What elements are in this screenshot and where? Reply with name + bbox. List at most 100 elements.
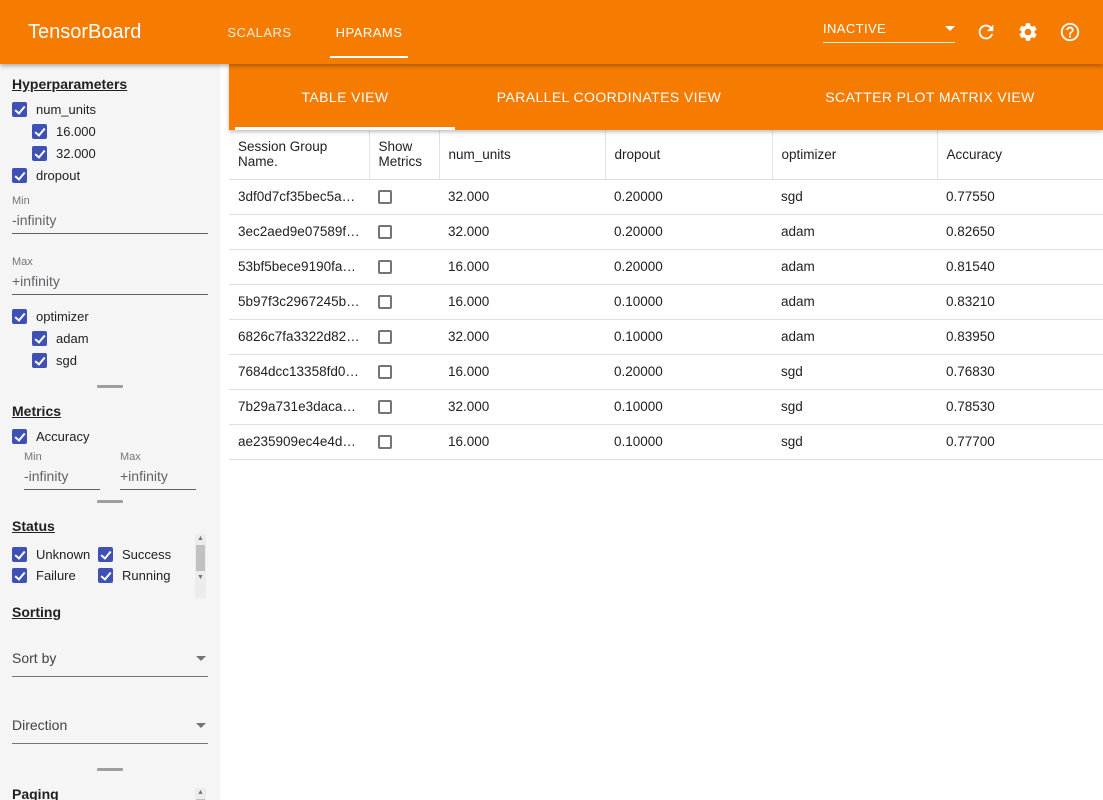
caret-down-icon bbox=[945, 26, 955, 31]
section-resize-handle[interactable] bbox=[0, 764, 220, 774]
checkbox-checked-icon[interactable] bbox=[12, 102, 27, 117]
hparam-num-units[interactable]: num_units bbox=[12, 102, 208, 117]
scroll-up-icon[interactable]: ▲ bbox=[197, 534, 204, 543]
checkbox-checked-icon[interactable] bbox=[12, 568, 27, 583]
hparam-num-units-option-32[interactable]: 32.000 bbox=[32, 146, 208, 161]
sort-by-select[interactable]: Sort by bbox=[12, 646, 208, 677]
dropout-max-label: Max bbox=[12, 256, 208, 268]
show-metrics-cell bbox=[369, 319, 439, 354]
col-header-session-group-name[interactable]: Session Group Name. bbox=[229, 130, 369, 179]
show-metrics-cell bbox=[369, 214, 439, 249]
show-metrics-checkbox[interactable] bbox=[378, 190, 392, 204]
hparam-num-units-option-16[interactable]: 16.000 bbox=[32, 124, 208, 139]
metric-max-input[interactable]: +infinity bbox=[120, 463, 196, 490]
checkbox-checked-icon[interactable] bbox=[32, 124, 47, 139]
col-header-show-metrics[interactable]: Show Metrics bbox=[369, 130, 439, 179]
status-success[interactable]: Success bbox=[98, 547, 184, 562]
checkbox-checked-icon[interactable] bbox=[12, 309, 27, 324]
num-units-cell: 16.000 bbox=[439, 249, 605, 284]
dropout-cell: 0.20000 bbox=[605, 179, 772, 214]
section-resize-handle[interactable] bbox=[0, 381, 220, 391]
status-unknown[interactable]: Unknown bbox=[12, 547, 98, 562]
show-metrics-checkbox[interactable] bbox=[378, 330, 392, 344]
checkbox-checked-icon[interactable] bbox=[32, 331, 47, 346]
hparam-optimizer-option-adam[interactable]: adam bbox=[32, 331, 208, 346]
session-group-name-cell: ae235909ec4e4d… bbox=[229, 424, 369, 459]
app-title: TensorBoard bbox=[28, 21, 141, 44]
hparam-dropout[interactable]: dropout bbox=[12, 168, 208, 183]
checkbox-checked-icon[interactable] bbox=[98, 547, 113, 562]
show-metrics-cell bbox=[369, 284, 439, 319]
show-metrics-checkbox[interactable] bbox=[378, 400, 392, 414]
num-units-cell: 32.000 bbox=[439, 214, 605, 249]
hparam-optimizer-option-sgd[interactable]: sgd bbox=[32, 353, 208, 368]
checkbox-checked-icon[interactable] bbox=[32, 353, 47, 368]
show-metrics-checkbox[interactable] bbox=[378, 365, 392, 379]
scrollbar-thumb[interactable] bbox=[196, 545, 205, 571]
table-row: 6826c7fa3322d82… 32.000 0.10000 adam 0.8… bbox=[229, 319, 1103, 354]
num-units-cell: 32.000 bbox=[439, 179, 605, 214]
hparam-optimizer[interactable]: optimizer bbox=[12, 309, 208, 324]
show-metrics-checkbox[interactable] bbox=[378, 435, 392, 449]
checkbox-checked-icon[interactable] bbox=[12, 168, 27, 183]
show-metrics-cell bbox=[369, 179, 439, 214]
optimizer-cell: sgd bbox=[772, 354, 937, 389]
reload-status-select[interactable]: INACTIVE bbox=[823, 21, 955, 43]
tab-hparams[interactable]: HPARAMS bbox=[314, 0, 425, 64]
session-group-name-cell: 7684dcc13358fd0… bbox=[229, 354, 369, 389]
col-header-accuracy[interactable]: Accuracy bbox=[937, 130, 1103, 179]
show-metrics-checkbox[interactable] bbox=[378, 260, 392, 274]
tab-scalars[interactable]: SCALARS bbox=[205, 0, 313, 64]
tab-table-view[interactable]: TABLE VIEW bbox=[229, 64, 461, 130]
scroll-down-icon[interactable]: ▼ bbox=[197, 573, 204, 582]
status-options: Unknown Success Failure Running bbox=[12, 544, 184, 586]
status-scrollbar[interactable]: ▲ ▼ bbox=[195, 534, 206, 598]
hyperparameters-section: Hyperparameters num_units 16.000 32.000 … bbox=[0, 64, 220, 381]
session-group-name-cell: 3ec2aed9e07589f… bbox=[229, 214, 369, 249]
status-running[interactable]: Running bbox=[98, 568, 184, 583]
dropout-max-input[interactable]: +infinity bbox=[12, 268, 208, 295]
optimizer-cell: adam bbox=[772, 249, 937, 284]
tab-parallel-coordinates-view[interactable]: PARALLEL COORDINATES VIEW bbox=[461, 64, 757, 130]
dropout-cell: 0.20000 bbox=[605, 354, 772, 389]
direction-select[interactable]: Direction bbox=[12, 713, 208, 744]
table-header-row: Session Group Name. Show Metrics num_uni… bbox=[229, 130, 1103, 179]
checkbox-checked-icon[interactable] bbox=[12, 547, 27, 562]
checkbox-checked-icon[interactable] bbox=[98, 568, 113, 583]
metrics-heading: Metrics bbox=[12, 403, 208, 419]
num-units-cell: 16.000 bbox=[439, 284, 605, 319]
section-resize-handle[interactable] bbox=[0, 496, 220, 506]
show-metrics-cell bbox=[369, 424, 439, 459]
metric-min-input[interactable]: -infinity bbox=[24, 463, 100, 490]
table-row: 3df0d7cf35bec5a… 32.000 0.20000 sgd 0.77… bbox=[229, 179, 1103, 214]
tab-scatter-plot-matrix-view[interactable]: SCATTER PLOT MATRIX VIEW bbox=[757, 64, 1103, 130]
metric-accuracy[interactable]: Accuracy bbox=[12, 429, 208, 444]
table-row: 5b97f3c2967245b… 16.000 0.10000 adam 0.8… bbox=[229, 284, 1103, 319]
show-metrics-cell bbox=[369, 354, 439, 389]
gear-icon[interactable] bbox=[1017, 21, 1039, 43]
col-header-dropout[interactable]: dropout bbox=[605, 130, 772, 179]
num-units-cell: 32.000 bbox=[439, 389, 605, 424]
accuracy-cell: 0.78530 bbox=[937, 389, 1103, 424]
session-groups-table-wrap: Session Group Name. Show Metrics num_uni… bbox=[229, 130, 1103, 800]
session-group-name-cell: 3df0d7cf35bec5a… bbox=[229, 179, 369, 214]
optimizer-cell: sgd bbox=[772, 424, 937, 459]
help-icon[interactable] bbox=[1059, 21, 1081, 43]
col-header-num-units[interactable]: num_units bbox=[439, 130, 605, 179]
show-metrics-checkbox[interactable] bbox=[378, 295, 392, 309]
refresh-icon[interactable] bbox=[975, 21, 997, 43]
paging-scrollbar[interactable]: ▲ ▼ bbox=[195, 788, 206, 800]
table-row: 7b29a731e3daca… 32.000 0.10000 sgd 0.785… bbox=[229, 389, 1103, 424]
status-failure[interactable]: Failure bbox=[12, 568, 98, 583]
col-header-optimizer[interactable]: optimizer bbox=[772, 130, 937, 179]
checkbox-checked-icon[interactable] bbox=[32, 146, 47, 161]
session-group-name-cell: 53bf5bece9190fa… bbox=[229, 249, 369, 284]
scroll-up-icon[interactable]: ▲ bbox=[197, 788, 204, 797]
show-metrics-cell bbox=[369, 249, 439, 284]
sorting-section: Sorting Sort by Direction bbox=[0, 592, 220, 750]
checkbox-checked-icon[interactable] bbox=[12, 429, 27, 444]
show-metrics-checkbox[interactable] bbox=[378, 225, 392, 239]
paging-heading: Paging bbox=[12, 786, 208, 800]
dropout-min-input[interactable]: -infinity bbox=[12, 207, 208, 234]
topbar-controls: INACTIVE bbox=[823, 0, 1103, 64]
